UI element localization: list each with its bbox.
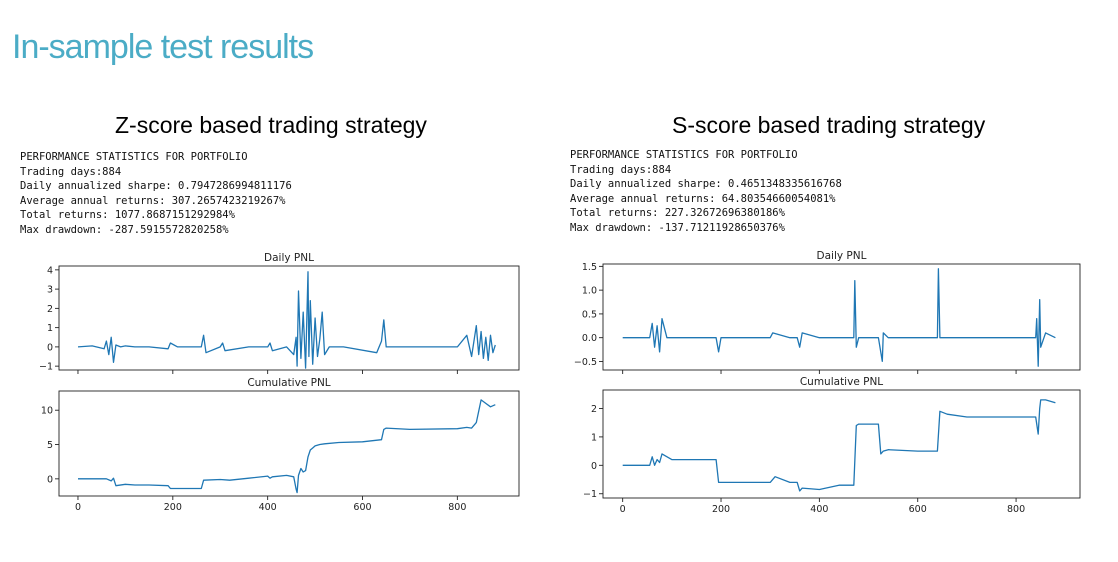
stat-line: PERFORMANCE STATISTICS FOR PORTFOLIO xyxy=(570,149,798,161)
stat-line: PERFORMANCE STATISTICS FOR PORTFOLIO xyxy=(20,151,248,163)
x-tick-label: 400 xyxy=(810,504,828,515)
y-tick-label: 5 xyxy=(47,440,53,451)
x-tick-label: 800 xyxy=(448,502,466,513)
series-line xyxy=(622,399,1056,492)
stat-line: Trading days:884 xyxy=(570,163,672,176)
chart-title: Cumulative PNL xyxy=(800,376,883,388)
y-tick-label: 0.0 xyxy=(582,333,597,344)
x-tick-label: 600 xyxy=(909,504,927,515)
stat-line: Daily annualized sharpe: 0.4651348335616… xyxy=(570,178,842,190)
stat-line: Total returns: 227.32672696380186% xyxy=(570,207,785,219)
stat-line: Trading days:884 xyxy=(20,165,122,178)
x-tick-label: 400 xyxy=(259,502,277,513)
chart-title: Cumulative PNL xyxy=(247,377,330,389)
y-tick-label: 3 xyxy=(47,285,53,296)
plot-frame xyxy=(602,389,1081,499)
stat-line: Max drawdown: -287.5915572820258% xyxy=(20,223,229,236)
chart-title: Daily PNL xyxy=(817,250,867,262)
y-tick-label: 10 xyxy=(41,406,53,417)
x-tick-label: 0 xyxy=(75,502,81,513)
slide-title: In-sample test results xyxy=(12,28,314,66)
panel-title: Z-score based trading strategy xyxy=(115,112,427,138)
y-tick-label: 0 xyxy=(591,461,597,472)
x-tick-label: 200 xyxy=(712,504,730,515)
series-line xyxy=(622,268,1056,367)
y-tick-label: 0 xyxy=(47,342,53,353)
y-tick-label: 2 xyxy=(47,304,53,315)
chart-title: Daily PNL xyxy=(264,252,314,264)
y-tick-label: 1.0 xyxy=(582,286,597,297)
x-tick-label: 0 xyxy=(620,504,626,515)
panel-title: S-score based trading strategy xyxy=(672,112,986,138)
performance-statistics: PERFORMANCE STATISTICS FOR PORTFOLIO Trad… xyxy=(570,148,842,235)
stat-line: Daily annualized sharpe: 0.7947286994811… xyxy=(20,180,292,192)
y-tick-label: 1 xyxy=(591,432,597,443)
stat-line: Average annual returns: 64.8035466005408… xyxy=(570,192,836,205)
y-tick-label: −1 xyxy=(583,489,597,500)
y-tick-label: 4 xyxy=(47,265,53,276)
y-tick-label: 1 xyxy=(47,323,53,334)
panel-s-score: S-score based trading strategy PERFORMAN… xyxy=(556,0,1096,562)
stat-line: Average annual returns: 307.265742321926… xyxy=(20,194,286,207)
plot-frame xyxy=(58,265,520,371)
x-tick-label: 600 xyxy=(353,502,371,513)
y-tick-label: −1 xyxy=(39,362,53,373)
x-tick-label: 800 xyxy=(1007,504,1025,515)
performance-statistics: PERFORMANCE STATISTICS FOR PORTFOLIO Trad… xyxy=(20,150,292,237)
y-tick-label: 0 xyxy=(47,474,53,485)
x-tick-label: 200 xyxy=(164,502,182,513)
stat-line: Total returns: 1077.8687151292984% xyxy=(20,209,235,221)
y-tick-label: 2 xyxy=(591,404,597,415)
panel-z-score: Z-score based trading strategy PERFORMAN… xyxy=(0,0,540,562)
series-line xyxy=(77,271,496,369)
plot-frame xyxy=(58,390,520,497)
y-tick-label: 1.5 xyxy=(582,262,597,273)
stat-line: Max drawdown: -137.71211928650376% xyxy=(570,221,785,234)
y-tick-label: −0.5 xyxy=(574,357,597,368)
plot-frame xyxy=(602,263,1081,371)
y-tick-label: 0.5 xyxy=(582,309,597,320)
series-line xyxy=(78,399,496,494)
